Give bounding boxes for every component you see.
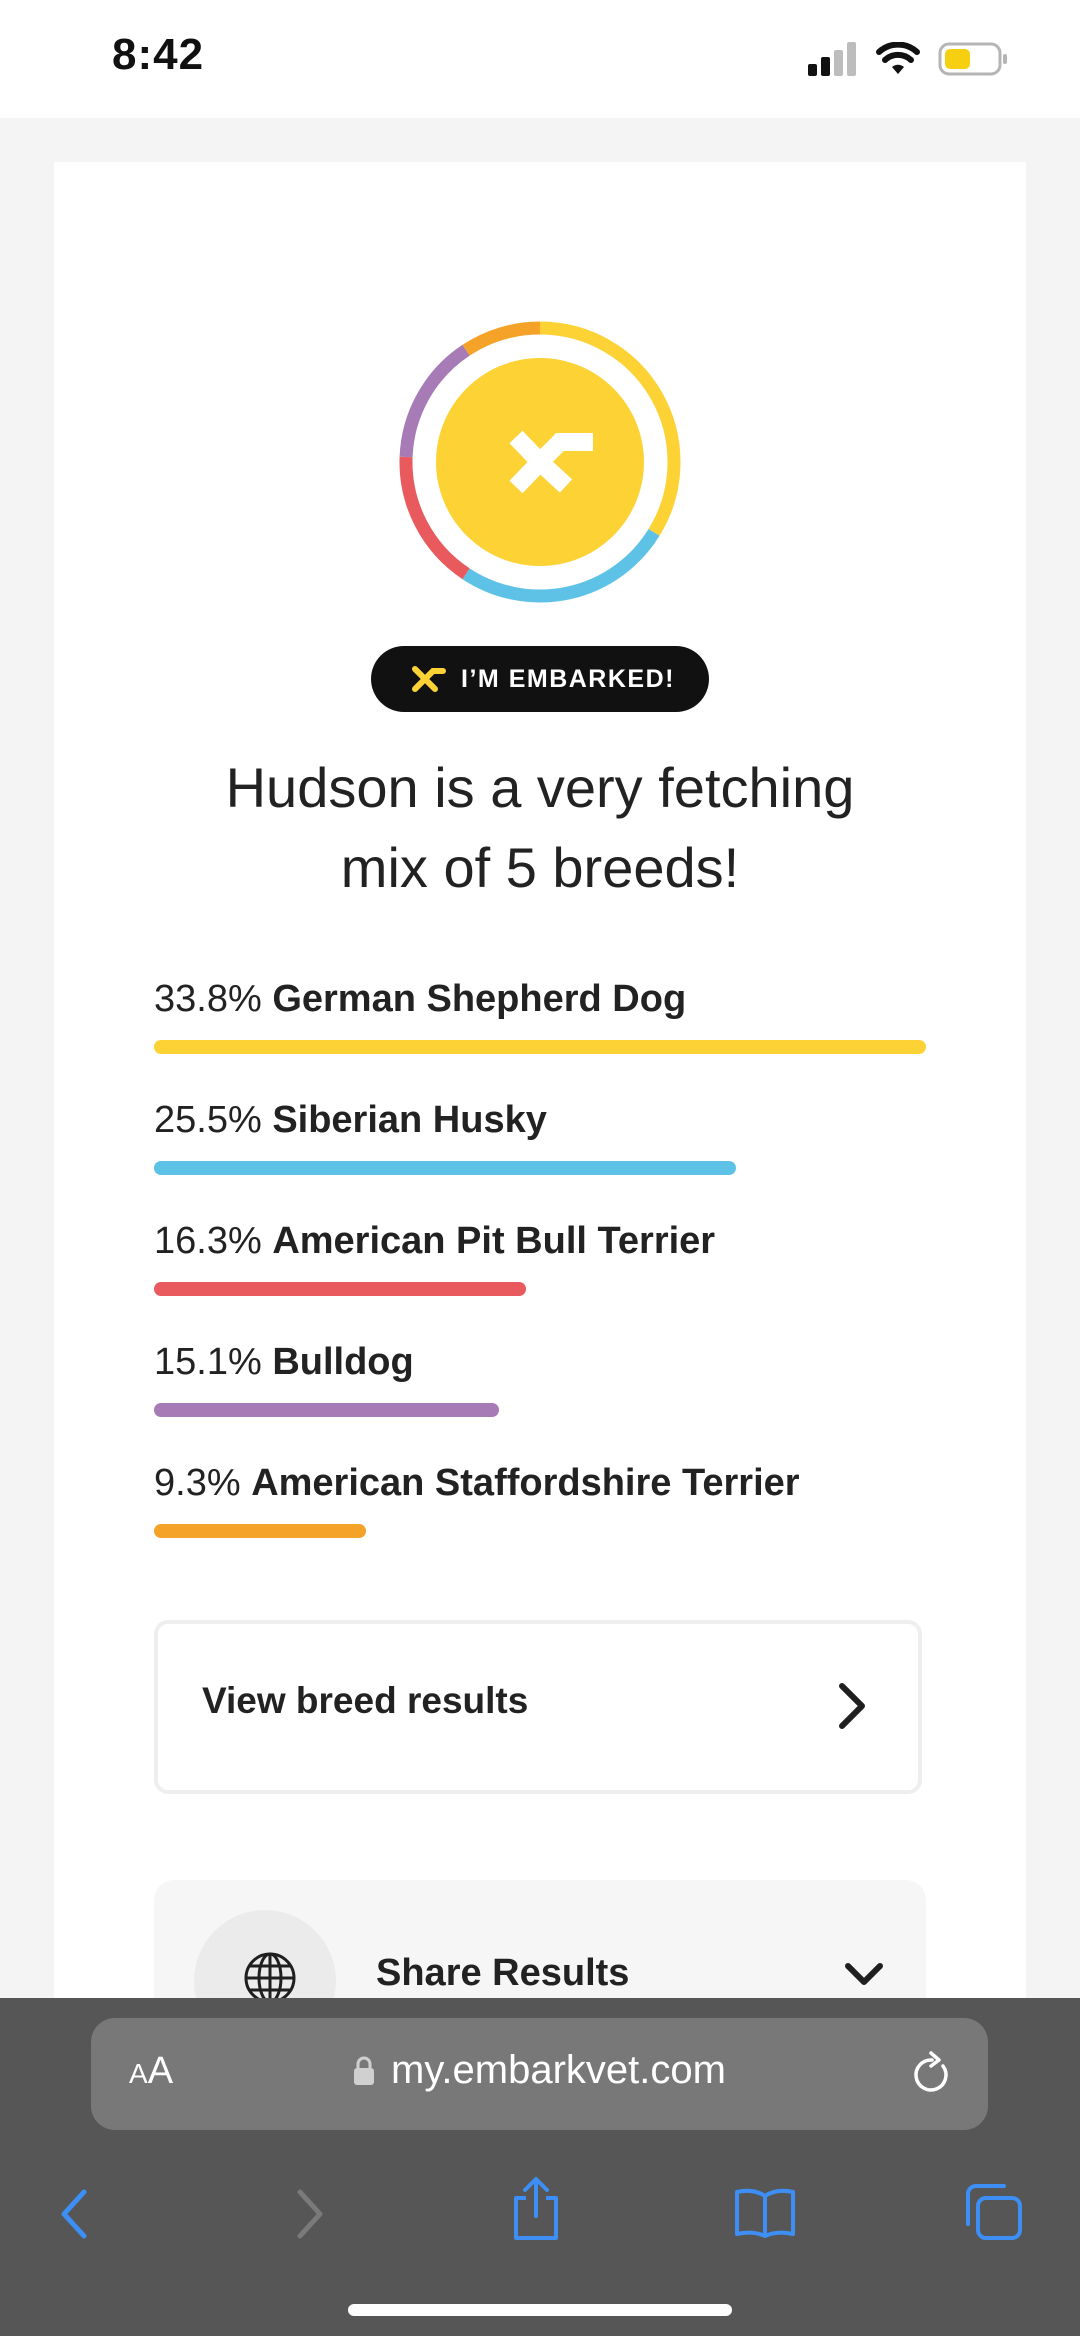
breed-row: 33.8% German Shepherd Dog — [154, 970, 926, 1091]
breed-label: 9.3% American Staffordshire Terrier — [154, 1454, 926, 1512]
embark-mini-icon — [412, 666, 447, 692]
breed-label: 25.5% Siberian Husky — [154, 1091, 926, 1149]
wifi-icon — [876, 42, 920, 74]
breed-row: 25.5% Siberian Husky — [154, 1091, 926, 1212]
chevron-down-icon — [845, 1963, 883, 1985]
forward-icon[interactable] — [290, 2184, 330, 2244]
url-text: my.embarkvet.com — [391, 2048, 726, 2092]
breed-list: 33.8% German Shepherd Dog 25.5% Siberian… — [154, 970, 926, 1575]
reload-icon[interactable] — [910, 2050, 954, 2098]
embark-logo-icon — [509, 430, 593, 494]
ring-segment — [462, 528, 660, 603]
breed-row: 15.1% Bulldog — [154, 1333, 926, 1454]
breed-name: American Staffordshire Terrier — [251, 1462, 800, 1504]
breed-name: German Shepherd Dog — [272, 978, 687, 1020]
home-indicator — [348, 2304, 732, 2316]
text-size-button[interactable]: AA — [129, 2050, 174, 2092]
breed-name: Bulldog — [272, 1341, 414, 1383]
embarked-badge: I’M EMBARKED! — [371, 646, 709, 712]
status-bar: 8:42 — [0, 0, 1080, 118]
signal-icon — [808, 42, 856, 76]
battery-icon — [938, 42, 1007, 76]
breed-bar — [154, 1524, 366, 1538]
browser-toolbar — [0, 2166, 1080, 2276]
breed-percent: 16.3% — [154, 1220, 262, 1262]
ring-segment — [399, 344, 470, 458]
breed-percent: 15.1% — [154, 1341, 262, 1383]
breed-percent: 33.8% — [154, 978, 262, 1020]
tabs-icon[interactable] — [962, 2182, 1024, 2242]
badge-text: I’M EMBARKED! — [461, 664, 675, 693]
address-bar[interactable]: AA my.embarkvet.com — [91, 2018, 988, 2130]
url-display: my.embarkvet.com — [91, 2048, 988, 2093]
ring-segment — [539, 321, 681, 536]
breed-name: Siberian Husky — [272, 1099, 547, 1141]
ring-segment — [462, 321, 541, 356]
lock-icon — [354, 2056, 375, 2085]
headline-line-2: mix of 5 breeds! — [340, 836, 740, 899]
browser-chrome: AA my.embarkvet.com — [0, 1998, 1080, 2336]
breed-label: 33.8% German Shepherd Dog — [154, 970, 926, 1028]
status-time: 8:42 — [112, 30, 205, 79]
breed-bar — [154, 1403, 499, 1417]
view-breed-results-label: View breed results — [202, 1680, 529, 1721]
breed-percent: 9.3% — [154, 1462, 241, 1504]
share-icon[interactable] — [508, 2176, 564, 2242]
breed-bar — [154, 1161, 736, 1175]
breed-percent: 25.5% — [154, 1099, 262, 1141]
breed-row: 16.3% American Pit Bull Terrier — [154, 1212, 926, 1333]
breed-label: 15.1% Bulldog — [154, 1333, 926, 1391]
back-icon[interactable] — [54, 2184, 94, 2244]
breed-bar — [154, 1282, 526, 1296]
breed-bar — [154, 1040, 926, 1054]
breed-name: American Pit Bull Terrier — [272, 1220, 716, 1262]
breed-row: 9.3% American Staffordshire Terrier — [154, 1454, 926, 1575]
ring-segment — [399, 456, 470, 580]
headline-line-1: Hudson is a very fetching — [225, 756, 855, 819]
chevron-right-icon — [839, 1683, 865, 1729]
status-icons — [808, 42, 1008, 76]
bookmarks-icon[interactable] — [734, 2186, 796, 2238]
view-breed-results-button[interactable]: View breed results — [154, 1620, 922, 1794]
share-results-label: Share Results — [376, 1952, 630, 1994]
headline: Hudson is a very fetching mix of 5 breed… — [120, 748, 960, 908]
breed-label: 16.3% American Pit Bull Terrier — [154, 1212, 926, 1270]
embark-logo — [398, 320, 682, 604]
